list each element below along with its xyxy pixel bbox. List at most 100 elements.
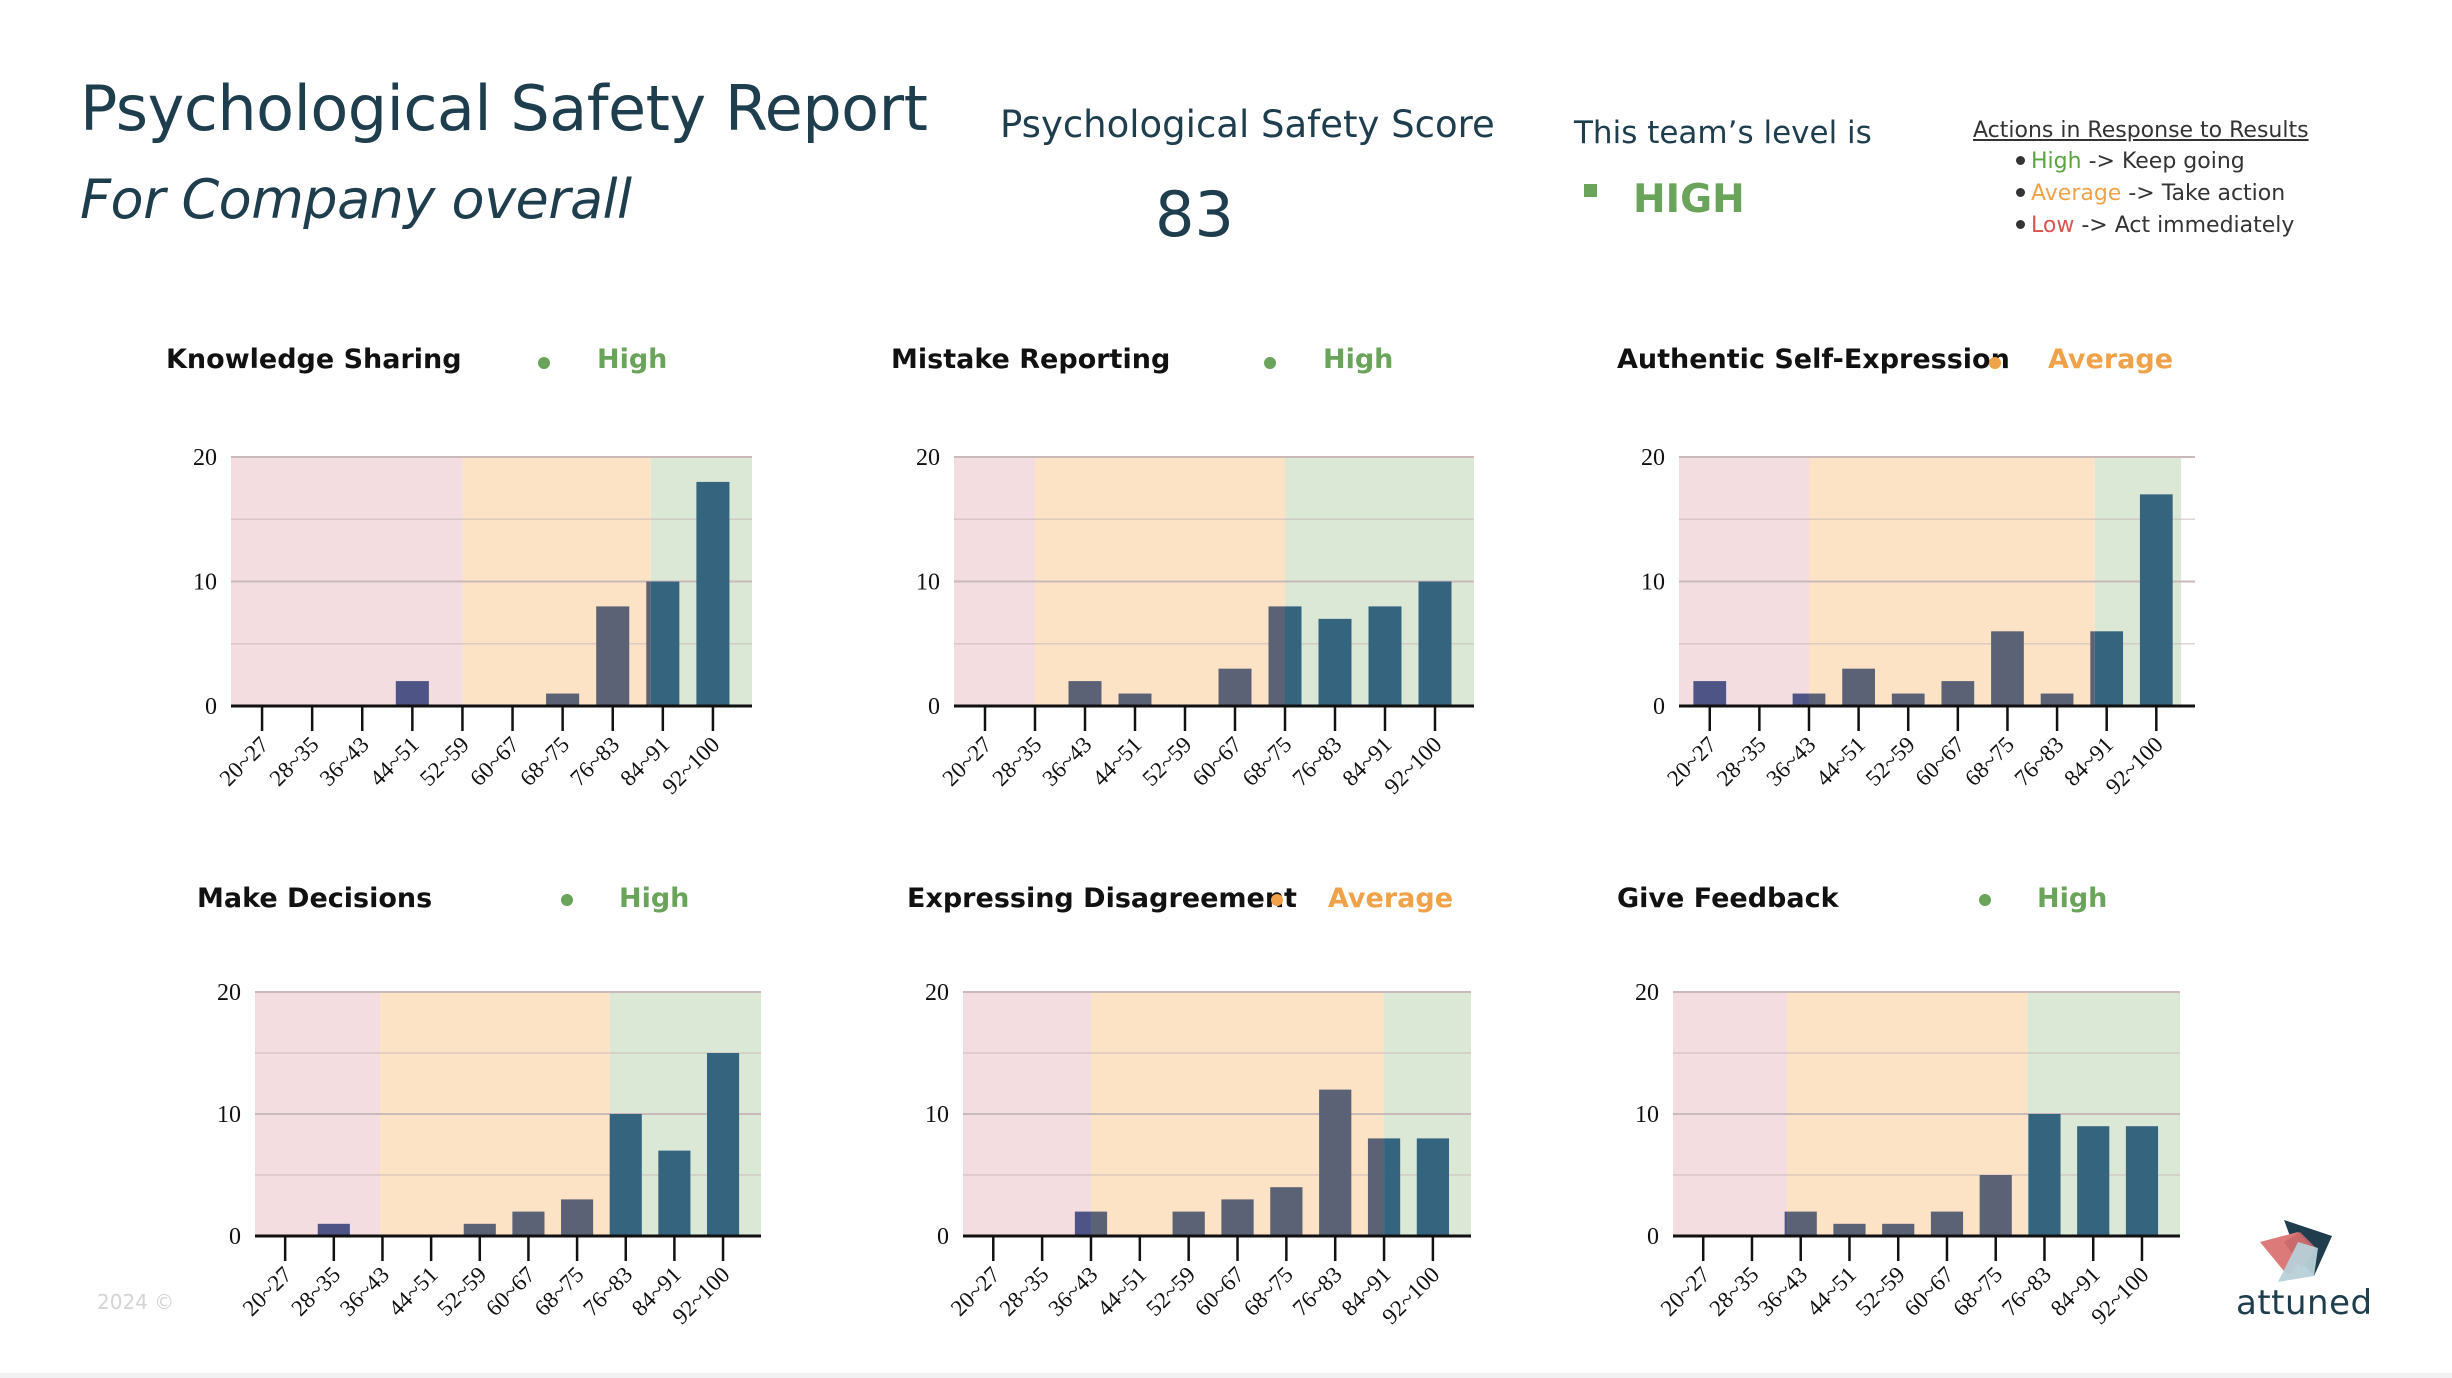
y-tick-label: 0 <box>1653 694 1665 720</box>
y-tick-label: 20 <box>925 980 949 1006</box>
x-tick-label: 44~51 <box>384 1262 443 1321</box>
x-tick-label: 36~43 <box>1753 1262 1812 1321</box>
bar-segment-average <box>1221 1199 1254 1236</box>
x-tick-label: 60~67 <box>1190 1262 1249 1321</box>
bottom-divider <box>0 1373 2452 1378</box>
bar-segment-high <box>1384 1138 1401 1236</box>
bar <box>317 1223 350 1236</box>
chart-level-give-feedback: High <box>2037 883 2108 914</box>
bar-segment-high <box>706 1053 740 1236</box>
bar <box>1930 1211 1964 1236</box>
x-tick-label: 28~35 <box>995 1262 1054 1321</box>
chart-level-mistake-reporting: High <box>1323 344 1394 375</box>
bar-segment-high <box>1368 606 1402 706</box>
bar <box>1172 1211 1205 1236</box>
bar-segment-low <box>395 681 429 706</box>
x-tick-label: 44~51 <box>1088 732 1147 791</box>
x-tick-label: 76~83 <box>2010 732 2069 791</box>
bar <box>609 1114 642 1236</box>
level-dot-icon <box>1264 357 1276 369</box>
chart-level-expressing-disagreement: Average <box>1328 883 1454 914</box>
action-text: Keep going <box>2121 149 2245 174</box>
y-tick-label: 10 <box>193 570 217 596</box>
y-tick-label: 20 <box>1635 980 1659 1006</box>
level-dot-icon <box>1979 894 1991 906</box>
bar-segment-high <box>2125 1126 2159 1236</box>
bar-segment-high <box>2077 1126 2110 1236</box>
team-level-label: This team’s level is <box>1574 115 1872 151</box>
team-level-value: HIGH <box>1633 177 1745 222</box>
bar-segment-average <box>1882 1223 1915 1236</box>
level-dot-icon <box>1989 357 2001 369</box>
bar <box>2139 494 2173 706</box>
bar <box>1318 618 1352 706</box>
x-tick-label: 60~67 <box>1188 732 1247 791</box>
action-item-average: Average -> Take action <box>2016 181 2285 206</box>
bar <box>2040 693 2074 706</box>
bar <box>1118 693 1152 706</box>
bar <box>1418 581 1452 706</box>
x-tick-label: 76~83 <box>1288 1262 1347 1321</box>
bar-segment-high <box>1418 581 1452 706</box>
action-arrow: -> <box>2074 213 2115 238</box>
action-text: Take action <box>2161 181 2286 206</box>
x-tick-label: 68~75 <box>1948 1262 2007 1321</box>
x-tick-label: 68~75 <box>515 732 574 791</box>
chart-title-knowledge-sharing: Knowledge Sharing <box>166 344 462 375</box>
bar <box>546 693 580 706</box>
x-tick-label: 44~51 <box>1092 1262 1151 1321</box>
bar-segment-average <box>1268 606 1285 706</box>
bar-segment-high <box>2139 494 2173 706</box>
bar-segment-low <box>1693 681 1727 706</box>
x-tick-label: 36~43 <box>315 732 374 791</box>
x-tick-label: 68~75 <box>1239 1262 1298 1321</box>
bar <box>1842 668 1875 706</box>
bar-segment-high <box>1416 1138 1450 1236</box>
bar <box>1941 681 1975 706</box>
bar-segment-average <box>2040 693 2074 706</box>
x-tick-label: 52~59 <box>432 1262 491 1321</box>
bar <box>561 1199 594 1236</box>
x-tick-label: 68~75 <box>530 1262 589 1321</box>
bar <box>706 1053 740 1236</box>
bar <box>596 606 630 706</box>
actions-title: Actions in Response to Results <box>1973 118 2309 143</box>
x-tick-label: 28~35 <box>988 732 1047 791</box>
bar-segment-high <box>650 581 680 706</box>
bar-segment-average <box>1218 668 1252 706</box>
bar-segment-low <box>1792 693 1809 706</box>
chart-make-decisions: 0 10 20 20~2728~3536~4344~5152~5960~6768~75… <box>217 980 761 1329</box>
bar-segment-average <box>1367 1138 1385 1236</box>
x-tick-label: 36~43 <box>1044 1262 1103 1321</box>
bar-segment-average <box>546 693 580 706</box>
bar-segment-average <box>1833 1223 1866 1236</box>
bar-segment-low <box>1784 1211 1788 1236</box>
chart-title-give-feedback: Give Feedback <box>1617 883 1839 914</box>
action-arrow: -> <box>2081 149 2122 174</box>
bar <box>1693 681 1727 706</box>
bar-segment-average <box>1270 1187 1303 1236</box>
bar <box>1891 693 1925 706</box>
chart-level-knowledge-sharing: High <box>597 344 668 375</box>
bar <box>1319 1089 1352 1236</box>
bar-segment-high <box>696 481 730 706</box>
bullet-icon <box>2016 219 2025 229</box>
brand-name: attuned <box>2236 1283 2373 1323</box>
bar-segment-high <box>2028 1114 2061 1236</box>
y-tick-label: 0 <box>928 694 940 720</box>
chart-mistake-reporting: 0 10 20 20~2728~3536~4344~5152~5960~6768~75… <box>916 445 1474 799</box>
bar-segment-average <box>512 1211 545 1236</box>
bar <box>1074 1211 1108 1236</box>
bar-segment-average <box>1118 693 1152 706</box>
bar-segment-average <box>1808 693 1826 706</box>
level-dot-icon <box>1271 894 1283 906</box>
x-tick-label: 52~59 <box>1141 1262 1200 1321</box>
bar-segment-average <box>2090 631 2095 706</box>
bar <box>1218 668 1252 706</box>
bar-segment-low <box>317 1223 350 1236</box>
x-tick-label: 44~51 <box>365 732 424 791</box>
bar <box>1068 681 1102 706</box>
chart-give-feedback: 0 10 20 20~2728~3536~4344~5152~5960~6768~75… <box>1635 980 2180 1329</box>
bar-segment-high <box>1318 618 1352 706</box>
